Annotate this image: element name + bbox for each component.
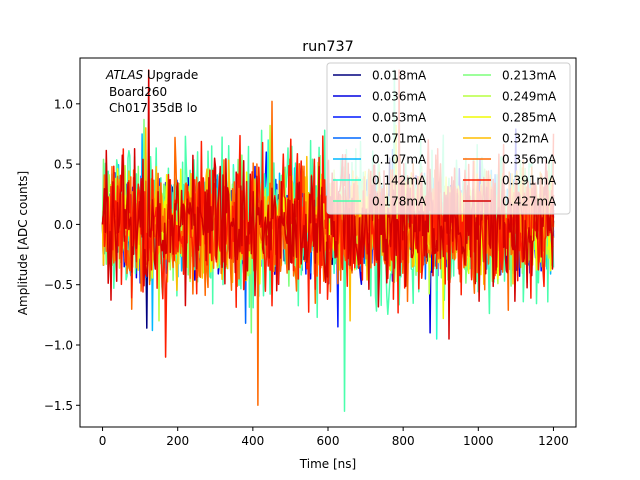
annotation-line1: ATLAS Upgrade [105, 68, 198, 82]
x-axis-label: Time [ns] [299, 457, 356, 471]
legend-label: 0.018mA [372, 69, 427, 83]
legend-box [326, 62, 571, 215]
legend-label: 0.071mA [372, 132, 427, 146]
y-axis-label: Amplitude [ADC counts] [16, 171, 30, 315]
legend-label: 0.053mA [372, 111, 427, 125]
legend-label: 0.356mA [502, 153, 557, 167]
x-tick-label: 0 [99, 434, 107, 448]
legend-label: 0.036mA [372, 90, 427, 104]
legend-label: 0.285mA [502, 111, 557, 125]
annotation-line3: Ch017 35dB lo [109, 101, 197, 115]
x-tick-label: 600 [317, 434, 340, 448]
x-tick-label: 1000 [463, 434, 494, 448]
y-tick-label: −0.5 [44, 278, 73, 292]
x-tick-label: 1200 [538, 434, 569, 448]
x-tick-label: 800 [392, 434, 415, 448]
y-tick-label: 1.0 [54, 97, 73, 111]
legend-label: 0.107mA [372, 153, 427, 167]
legend-label: 0.32mA [502, 132, 549, 146]
annotation: ATLAS Upgrade Board260 Ch017 35dB lo [105, 68, 198, 115]
y-tick-label: −1.5 [44, 399, 73, 413]
legend-label: 0.249mA [502, 90, 557, 104]
annotation-atlas: ATLAS [105, 68, 144, 82]
plot-frame [79, 57, 577, 428]
axis-ticks: 0 200 400 600 800 1000 1200 −1.5 −1.0 −0.5 0.0 0.5 1… [44, 97, 569, 448]
legend-label: 0.142mA [372, 174, 427, 188]
y-tick-label: −1.0 [44, 339, 73, 353]
legend-label: 0.178mA [372, 195, 427, 209]
chart-title: run737 [302, 39, 354, 55]
legend-label: 0.427mA [502, 195, 557, 209]
trace-line [101, 69, 555, 340]
x-tick-label: 200 [166, 434, 189, 448]
x-tick-label: 400 [241, 434, 264, 448]
annotation-upgrade: Upgrade [143, 68, 198, 82]
legend-label: 0.391mA [502, 174, 557, 188]
legend: 0.018mA 0.036mA 0.053mA 0.071mA 0.107mA 0.142… [326, 62, 571, 215]
legend-label: 0.213mA [502, 69, 557, 83]
y-tick-label: 0.5 [54, 158, 73, 172]
annotation-line2: Board260 [109, 85, 167, 99]
y-tick-label: 0.0 [54, 218, 73, 232]
